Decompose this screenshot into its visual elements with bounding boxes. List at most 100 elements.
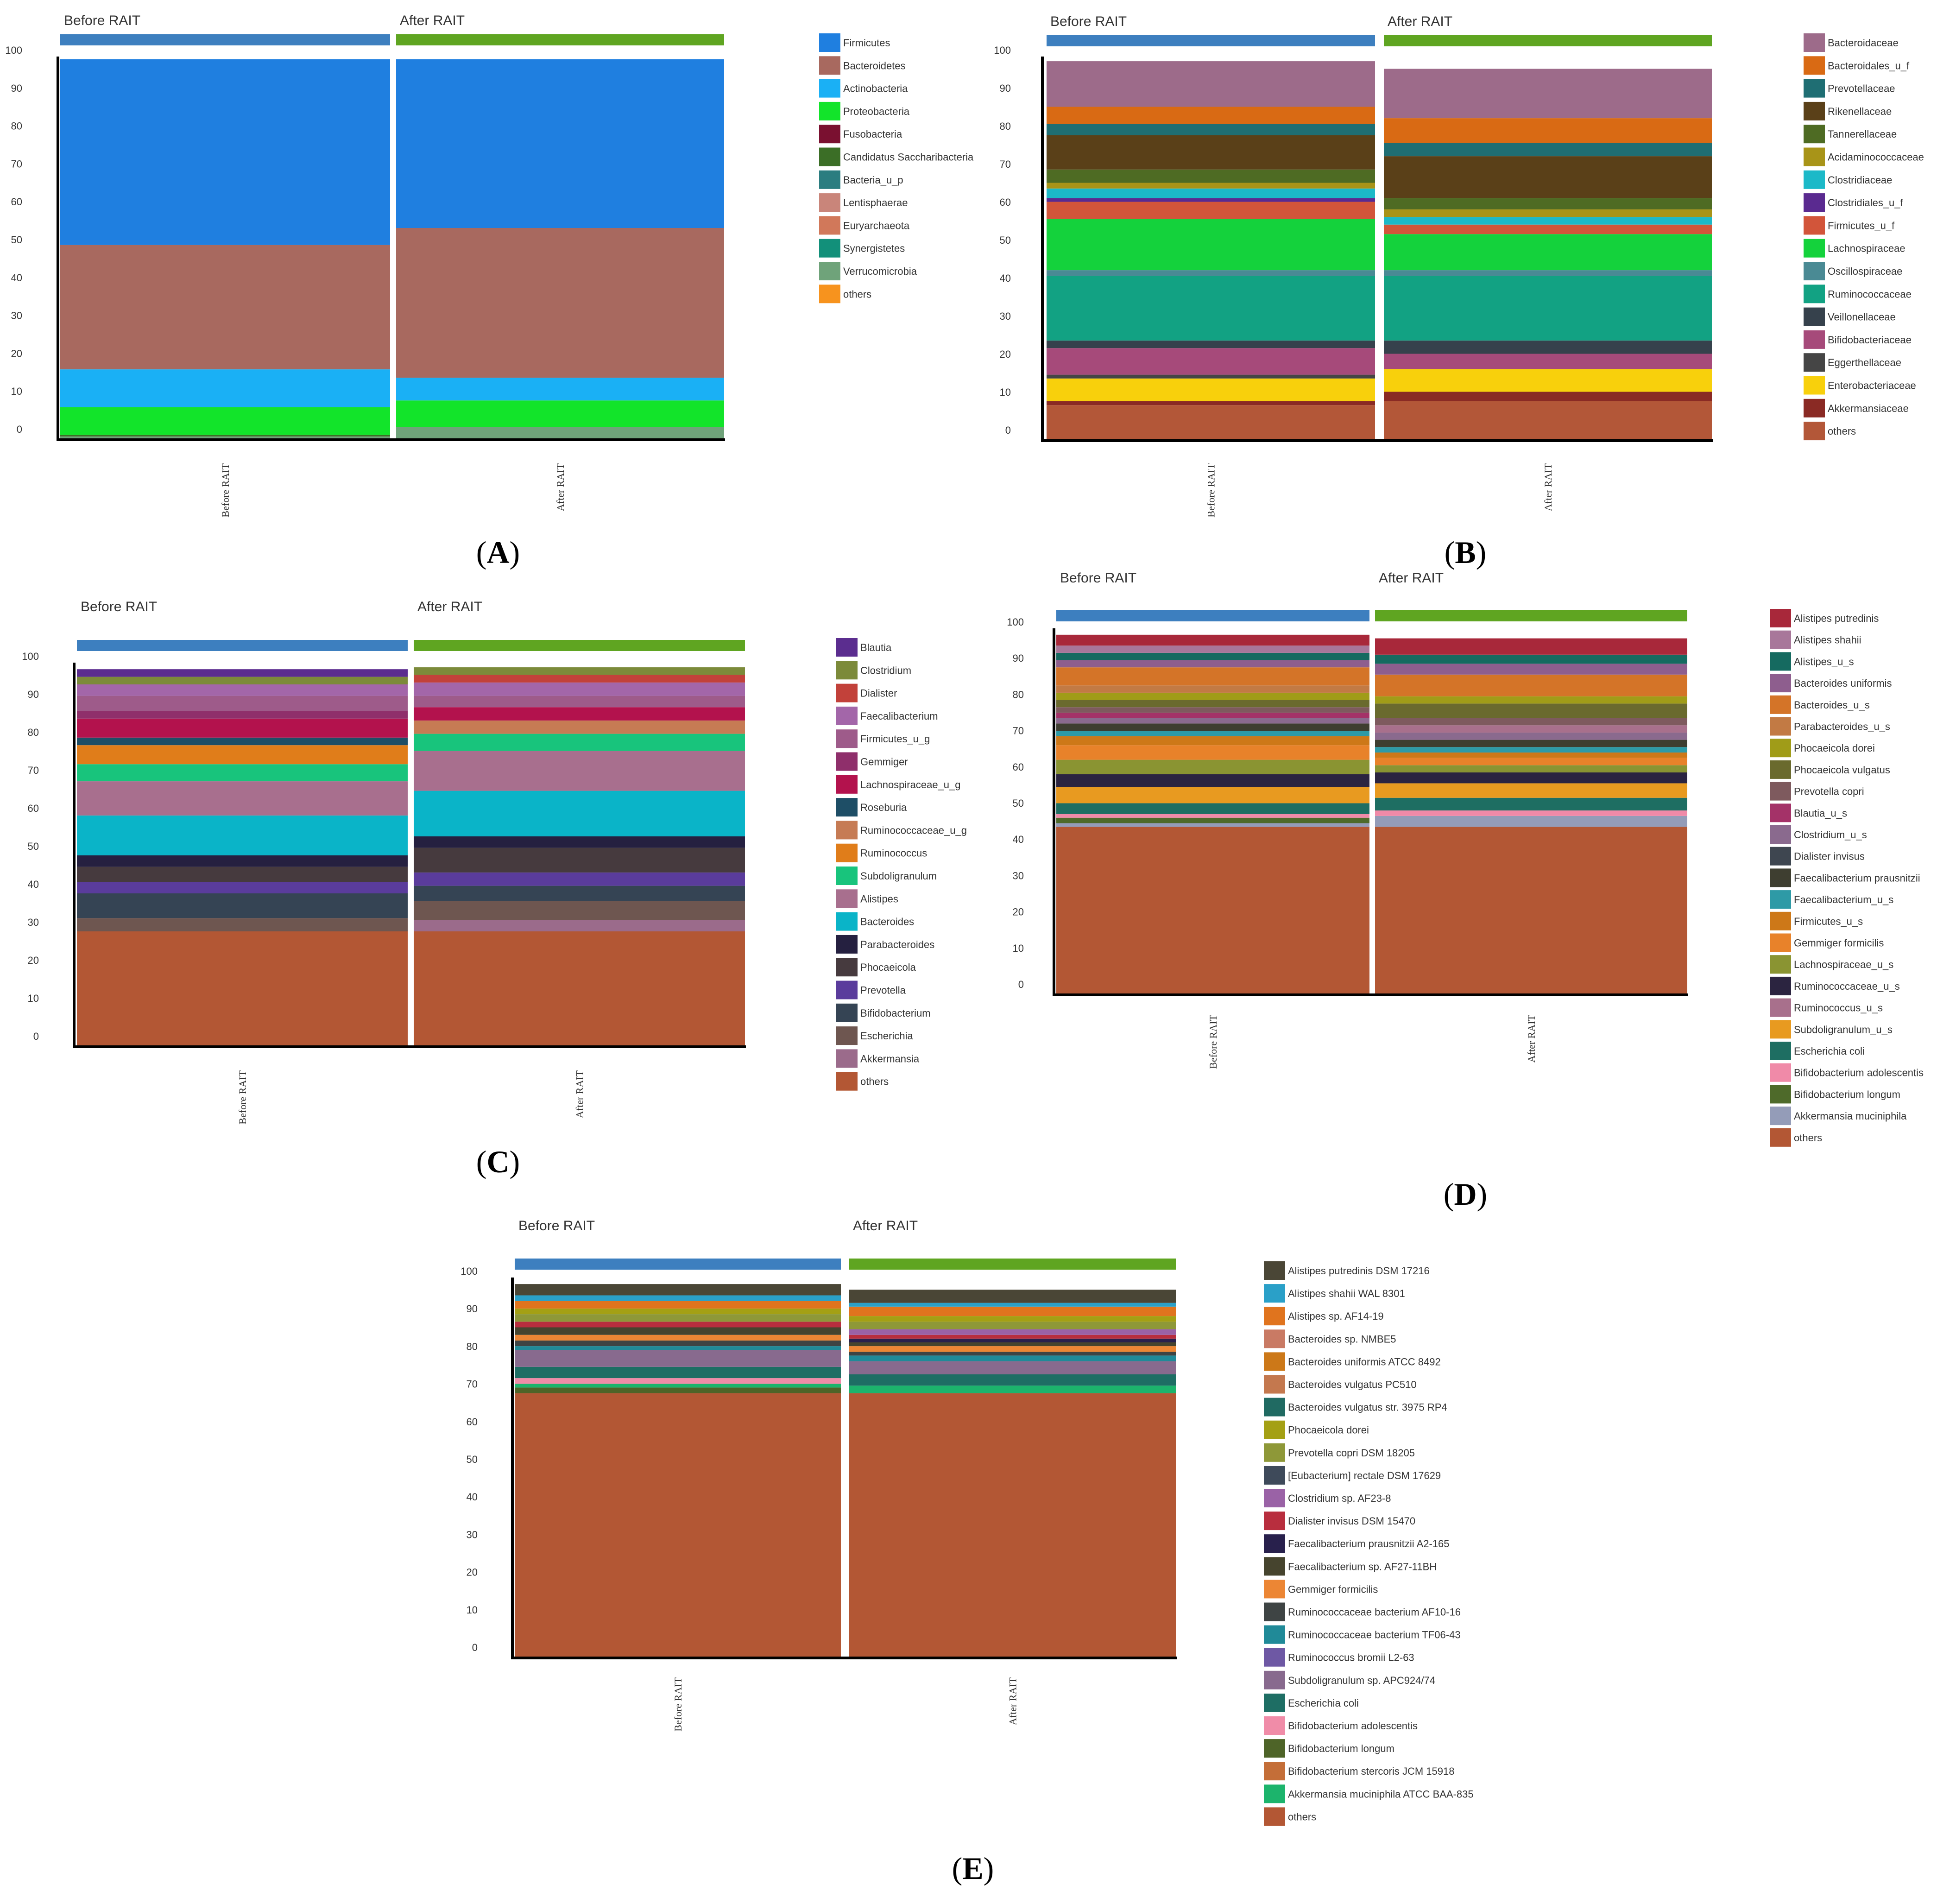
legend-swatch [836, 867, 858, 885]
legend-swatch [1770, 782, 1791, 801]
legend-swatch [1804, 285, 1825, 304]
legend-label: Prevotellaceae [1828, 83, 1895, 95]
legend-swatch [1770, 911, 1791, 930]
bar-segment-2-13 [1375, 725, 1687, 733]
bar-segment-1-16 [1056, 700, 1369, 708]
bar-segment-1-4 [60, 369, 390, 407]
bar-segment-2-15 [1375, 703, 1687, 718]
legend-swatch [1770, 609, 1791, 627]
bar-segment-1-9 [1047, 219, 1375, 271]
legend-label: Faecalibacterium [860, 710, 938, 722]
x-category-label-1: Before RAIT [672, 1677, 684, 1731]
legend-label: Roseburia [860, 802, 907, 813]
panel-label: (B) [1445, 535, 1487, 570]
legend-swatch [1264, 1284, 1285, 1303]
bar-segment-2-4 [396, 228, 724, 378]
bar-segment-1-17 [1056, 692, 1369, 700]
bar-segment-1-6 [1047, 340, 1375, 348]
bar-segment-1-17 [1047, 107, 1375, 124]
group-header-label-1: Before RAIT [1050, 14, 1127, 29]
bar-segment-2-16 [1384, 69, 1712, 119]
legend-swatch [836, 729, 858, 748]
bar-segment-2-20 [1375, 638, 1687, 655]
legend-swatch [1770, 674, 1791, 693]
bar-segment-2-10 [1375, 747, 1687, 753]
x-category-label-1: Before RAIT [220, 463, 231, 517]
group-header-bar-1 [515, 1259, 841, 1270]
group-header-bar-2 [396, 34, 724, 45]
legend-swatch [1264, 1261, 1285, 1280]
y-tick-label: 90 [467, 1303, 478, 1315]
y-tick-label: 30 [1013, 870, 1024, 881]
y-tick-label: 60 [1013, 761, 1024, 773]
bar-segment-2-6 [1375, 772, 1687, 784]
legend-swatch [819, 33, 840, 52]
legend-label: Bifidobacteriaceae [1828, 334, 1912, 346]
legend-swatch [1804, 56, 1825, 75]
legend-swatch [1804, 399, 1825, 417]
legend-swatch [1264, 1375, 1285, 1394]
bar-segment-1-7 [1047, 276, 1375, 341]
legend-label: Clostridium sp. AF23-8 [1288, 1493, 1391, 1504]
legend-swatch [1804, 101, 1825, 120]
bar-segment-1-6 [515, 1350, 841, 1367]
bar-segment-1-6 [1056, 787, 1369, 803]
legend-label: Bifidobacterium stercoris JCM 15918 [1288, 1765, 1454, 1777]
bar-segment-1-10 [1047, 202, 1375, 219]
legend-label: Gemmiger formicilis [1794, 937, 1884, 949]
legend-label: Clostridiales_u_f [1828, 197, 1904, 209]
bar-segment-2-4 [1375, 797, 1687, 811]
legend-swatch [836, 1026, 858, 1045]
y-tick-label: 20 [11, 348, 22, 359]
legend-label: Ruminococcus_u_s [1794, 1002, 1883, 1014]
legend-swatch [1804, 79, 1825, 98]
y-tick-label: 0 [1005, 424, 1011, 436]
y-tick-label: 40 [28, 879, 39, 890]
bar-segment-1-4 [1056, 814, 1369, 818]
legend-label: Alistipes shahii WAL 8301 [1288, 1288, 1405, 1299]
bar-segment-2-6 [414, 848, 745, 873]
legend-label: Bacteroides_u_s [1794, 699, 1870, 711]
bar-segment-2-2 [1384, 392, 1712, 401]
legend-swatch [1804, 125, 1825, 144]
y-tick-label: 60 [1000, 196, 1011, 208]
legend-swatch [1770, 1063, 1791, 1082]
legend-swatch [1264, 1784, 1285, 1803]
legend-swatch [1804, 147, 1825, 166]
bar-segment-2-6 [1384, 276, 1712, 341]
y-tick-label: 80 [28, 727, 39, 738]
y-tick-label: 70 [1013, 725, 1024, 737]
bar-segment-2-13 [1384, 156, 1712, 198]
y-tick-label: 10 [28, 993, 39, 1004]
y-tick-label: 20 [1013, 906, 1024, 918]
legend-label: Bacteroides uniformis [1794, 677, 1892, 689]
legend-label: Lentisphaerae [843, 197, 908, 209]
legend-swatch [1770, 1042, 1791, 1060]
legend-swatch [1770, 1128, 1791, 1147]
bar-segment-2-2 [396, 400, 724, 427]
legend-label: Ruminococcaceae [1828, 288, 1912, 300]
bar-segment-2-15 [1384, 118, 1712, 143]
legend-swatch [1264, 1625, 1285, 1644]
legend-swatch [1264, 1602, 1285, 1621]
chart-panel-5: Before RAIT After RAIT 0 10 20 30 40 50 60 70 80 90… [461, 1218, 1473, 1886]
bar-segment-1-4 [1047, 374, 1375, 379]
bar-segment-2-11 [414, 720, 745, 734]
legend-swatch [1770, 1085, 1791, 1104]
legend-swatch [819, 285, 840, 304]
bar-segment-1-14 [1047, 169, 1375, 183]
bar-segment-2-1 [1375, 827, 1687, 993]
legend-swatch [836, 980, 858, 999]
legend-label: Actinobacteria [843, 83, 908, 95]
bar-segment-2-14 [1384, 143, 1712, 157]
legend-swatch [1264, 1420, 1285, 1439]
x-category-label-1: Before RAIT [1207, 1014, 1219, 1069]
y-tick-label: 10 [1000, 386, 1011, 398]
legend-swatch [836, 1072, 858, 1091]
legend-label: Bacteroides sp. NMBE5 [1288, 1333, 1396, 1345]
y-tick-label: 70 [11, 158, 22, 170]
y-tick-label: 30 [467, 1529, 478, 1540]
legend-swatch [1264, 1716, 1285, 1735]
legend-label: Phocaeicola dorei [1794, 742, 1875, 754]
bar-segment-2-13 [849, 1316, 1176, 1322]
